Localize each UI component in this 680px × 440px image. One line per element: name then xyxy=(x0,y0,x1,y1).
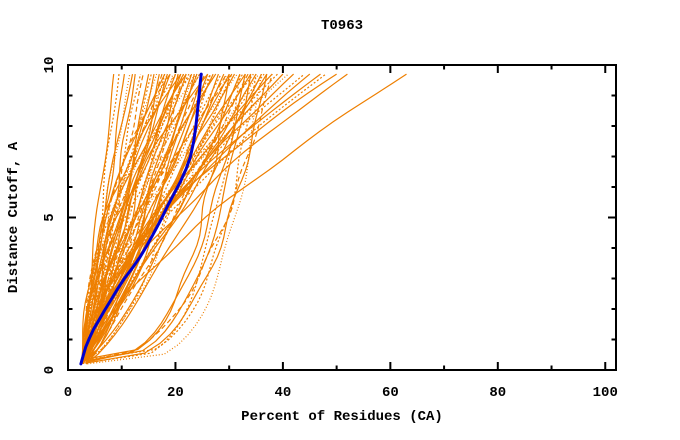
model-curve xyxy=(81,73,182,361)
model-curve xyxy=(85,73,171,359)
model-curve xyxy=(84,73,254,360)
model-curve xyxy=(82,73,193,364)
model-curve xyxy=(90,74,252,361)
model-curve xyxy=(81,73,217,363)
model-curve xyxy=(82,73,265,362)
x-tick-label: 60 xyxy=(382,385,399,401)
model-curve xyxy=(89,73,246,363)
model-curve xyxy=(82,73,158,362)
model-curve xyxy=(85,73,198,363)
chart-title: T0963 xyxy=(321,18,363,34)
y-axis-label: Distance Cutoff, A xyxy=(6,141,22,293)
model-curve xyxy=(91,74,257,360)
x-tick-label: 20 xyxy=(167,385,184,401)
model-curve xyxy=(86,73,337,360)
model-curve xyxy=(82,73,171,362)
model-curve xyxy=(84,73,327,362)
model-curve xyxy=(81,73,195,364)
model-curve xyxy=(84,73,209,362)
model-curve xyxy=(84,73,228,360)
model-curve xyxy=(83,73,177,362)
model-curve xyxy=(83,73,233,361)
model-curve xyxy=(83,73,179,361)
x-tick-label: 80 xyxy=(489,385,506,401)
y-tick-label: 0 xyxy=(42,366,58,374)
highlight-curve xyxy=(79,72,203,366)
y-tick-label: 5 xyxy=(42,213,58,221)
model-curve xyxy=(87,74,262,365)
axes: 0 20 40 60 80 100 0 5 10 xyxy=(42,57,618,401)
model-curve xyxy=(86,74,230,360)
model-curve xyxy=(82,73,217,362)
x-axis-label: Percent of Residues (CA) xyxy=(241,409,443,425)
selected-model-curve xyxy=(79,72,203,366)
model-curve xyxy=(82,73,185,362)
x-tick-label: 0 xyxy=(64,385,72,401)
ensemble-curves xyxy=(81,73,407,365)
y-tick-label: 10 xyxy=(42,57,58,74)
model-curve xyxy=(82,73,321,364)
x-tick-label: 100 xyxy=(593,385,618,401)
model-curve xyxy=(85,73,179,365)
model-curve xyxy=(90,73,273,361)
model-curve xyxy=(82,73,228,363)
model-curve xyxy=(85,73,407,361)
model-curve xyxy=(83,73,142,364)
x-tick-label: 40 xyxy=(274,385,291,401)
